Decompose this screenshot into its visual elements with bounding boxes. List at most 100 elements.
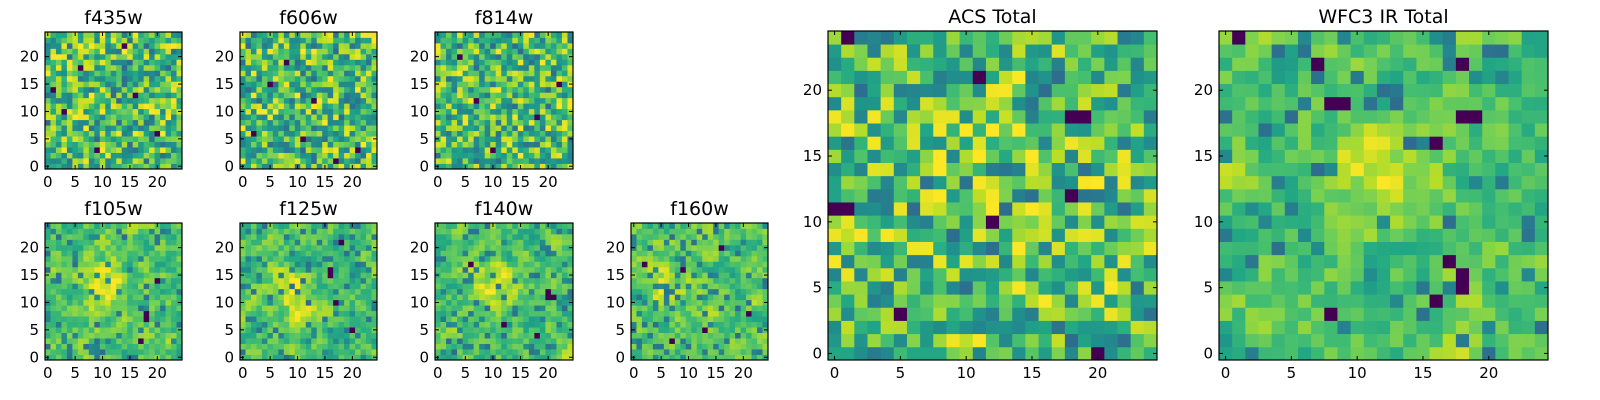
heatmap-cell [250, 294, 257, 301]
heatmap-cell [45, 349, 51, 355]
heatmap-cell [495, 136, 502, 142]
heatmap-cell [143, 59, 150, 66]
heatmap-cell [66, 343, 73, 350]
heatmap-cell [1012, 294, 1026, 308]
heatmap-cell [300, 277, 307, 284]
heatmap-cell [523, 239, 530, 246]
heatmap-cell [316, 316, 323, 323]
heatmap-cell [250, 250, 257, 257]
heatmap-cell [1051, 307, 1066, 321]
heatmap-cell [517, 136, 524, 142]
heatmap-cell [289, 108, 296, 115]
heatmap-cell [316, 354, 323, 361]
heatmap-cell [685, 244, 692, 251]
heatmap-cell [435, 86, 441, 93]
heatmap-cell [495, 288, 502, 295]
heatmap-cell [680, 310, 687, 317]
heatmap-cell [631, 283, 637, 290]
heatmap-cell [663, 272, 670, 279]
heatmap-cell [45, 70, 51, 77]
heatmap-cell [278, 92, 285, 99]
heatmap-cell [72, 321, 79, 328]
heatmap-cell [327, 64, 334, 71]
heatmap-cell [669, 261, 676, 268]
heatmap-cell [1130, 175, 1145, 190]
heatmap-cell [435, 48, 441, 55]
heatmap-cell [311, 97, 318, 104]
heatmap-cell [972, 307, 987, 321]
heatmap-cell [305, 48, 312, 55]
heatmap-cell [658, 283, 665, 290]
heatmap-cell [371, 305, 378, 312]
heatmap-cell [751, 239, 758, 246]
heatmap-cell [261, 283, 268, 290]
heatmap-cell [300, 70, 307, 77]
heatmap-cell [735, 239, 741, 246]
heatmap-cell [305, 321, 312, 328]
heatmap-cell [691, 316, 698, 323]
heatmap-cell [647, 327, 654, 333]
heatmap-cell [316, 119, 323, 126]
heatmap-cell [735, 277, 741, 284]
heatmap-cell [985, 228, 1000, 242]
heatmap-cell [512, 255, 519, 262]
heatmap-cell [691, 255, 698, 262]
heatmap-cell [322, 147, 329, 153]
heatmap-cell [735, 255, 741, 262]
heatmap-cell [349, 233, 356, 240]
heatmap-cell [1130, 188, 1145, 203]
heatmap-cell [344, 163, 350, 170]
heatmap-cell [77, 119, 84, 126]
heatmap-cell [484, 75, 491, 82]
heatmap-cell [680, 233, 687, 240]
heatmap-cell [338, 250, 345, 257]
heatmap-cell [311, 119, 318, 126]
heatmap-cell [561, 228, 568, 235]
heatmap-cell [828, 307, 842, 321]
heatmap-cell [50, 283, 57, 290]
heatmap-cell [517, 37, 524, 44]
heatmap-cell [360, 261, 367, 268]
heatmap-cell [556, 327, 563, 333]
heatmap-cell [294, 338, 301, 344]
heatmap-cell [294, 37, 301, 44]
heatmap-cell [289, 288, 296, 295]
heatmap-cell [138, 310, 145, 317]
heatmap-cell [751, 233, 758, 240]
heatmap-cell [691, 354, 698, 361]
heatmap-cell [289, 53, 296, 60]
heatmap-cell [495, 343, 502, 350]
heatmap-cell [127, 114, 134, 121]
heatmap-cell [305, 261, 312, 268]
heatmap-cell [261, 158, 268, 164]
heatmap-cell [545, 288, 552, 295]
heatmap-cell [278, 158, 285, 164]
heatmap-cell [61, 53, 68, 60]
heatmap-cell [462, 81, 469, 88]
heatmap-cell [696, 266, 703, 273]
heatmap-cell [305, 163, 312, 170]
heatmap-cell [132, 42, 139, 49]
heatmap-cell [240, 86, 246, 93]
heatmap-cell [338, 332, 345, 339]
heatmap-cell [171, 299, 177, 306]
heatmap-cell [473, 272, 480, 279]
heatmap-cell [495, 141, 502, 148]
heatmap-cell [641, 272, 648, 279]
heatmap-cell [707, 288, 714, 295]
heatmap-cell [658, 277, 665, 284]
heatmap-cell [45, 59, 51, 66]
heatmap-cell [316, 228, 323, 235]
heatmap-cell [110, 32, 117, 38]
heatmap-cell [484, 42, 491, 49]
heatmap-cell [121, 310, 128, 317]
heatmap-cell [479, 277, 486, 284]
heatmap-cell [94, 75, 101, 82]
heatmap-cell [462, 310, 469, 317]
heatmap-cell [490, 158, 497, 164]
heatmap-cell [99, 250, 106, 257]
heatmap-cell [556, 125, 563, 132]
heatmap-cell [132, 103, 139, 110]
heatmap-cell [344, 266, 350, 273]
heatmap-cell [718, 343, 725, 350]
